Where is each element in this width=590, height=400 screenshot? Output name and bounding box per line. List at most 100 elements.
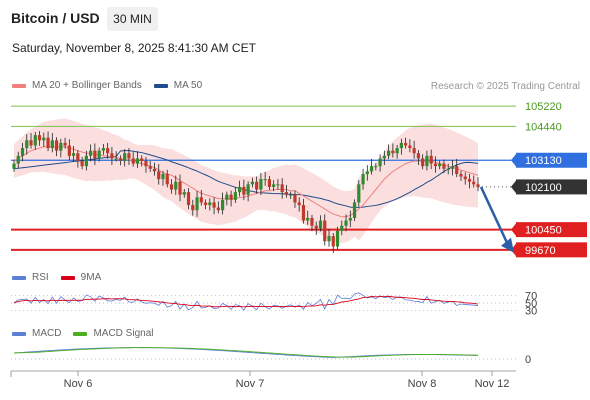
candle bbox=[212, 197, 216, 215]
candle-body bbox=[429, 155, 433, 164]
candle bbox=[433, 156, 438, 173]
candle bbox=[369, 158, 374, 175]
candle bbox=[203, 199, 208, 210]
rsi-level-label-70: 70 bbox=[525, 291, 537, 303]
candle-body bbox=[33, 135, 37, 146]
candle bbox=[42, 132, 46, 147]
candle-body bbox=[220, 199, 225, 211]
candle-body bbox=[50, 140, 54, 149]
candle bbox=[84, 150, 88, 171]
candle-body bbox=[272, 184, 276, 187]
candle-body bbox=[80, 161, 84, 167]
forecast-arrow-shaft bbox=[479, 186, 509, 244]
candle-body bbox=[42, 137, 46, 141]
candle bbox=[340, 220, 344, 236]
candle-body bbox=[199, 197, 203, 203]
timestamp: Saturday, November 8, 2025 8:41:30 AM CE… bbox=[12, 41, 256, 55]
candle-body bbox=[101, 148, 105, 151]
candle-body bbox=[378, 158, 382, 167]
level-label-99670: 99670 bbox=[525, 245, 556, 257]
candle bbox=[37, 130, 42, 146]
candle bbox=[182, 188, 186, 198]
level-tag-102100 bbox=[516, 179, 587, 195]
candle bbox=[225, 191, 229, 206]
candle-body bbox=[395, 148, 399, 154]
credit-text: Research © 2025 Trading Central bbox=[430, 81, 580, 92]
candle bbox=[144, 156, 148, 173]
candle-body bbox=[306, 217, 310, 221]
candle bbox=[412, 140, 416, 159]
candle-body bbox=[54, 140, 59, 151]
timeframe-selector[interactable]: 30 MIN bbox=[107, 7, 158, 31]
candle bbox=[306, 210, 310, 225]
legend-item-macd: MACD bbox=[12, 328, 61, 339]
candle bbox=[76, 150, 80, 168]
candle-body bbox=[463, 176, 467, 180]
candle bbox=[314, 221, 318, 235]
candle-body bbox=[331, 236, 335, 247]
candle-body bbox=[67, 145, 71, 156]
rsi-level-label-50: 50 bbox=[525, 298, 537, 310]
candle-body bbox=[361, 173, 365, 185]
candle-body bbox=[195, 197, 199, 211]
candle-body bbox=[46, 137, 50, 149]
candle bbox=[323, 214, 327, 246]
candle bbox=[263, 171, 267, 186]
x-tick-label: Nov 8 bbox=[408, 378, 437, 390]
ma50-line bbox=[13, 150, 479, 208]
level-tag-103130 bbox=[516, 152, 587, 168]
macd-level-label-0: 0 bbox=[525, 354, 531, 366]
candle bbox=[123, 149, 127, 167]
candle-body bbox=[12, 163, 16, 169]
candle bbox=[425, 150, 429, 171]
candle bbox=[220, 192, 225, 215]
candle-body bbox=[446, 168, 450, 170]
candle bbox=[54, 137, 59, 157]
candle bbox=[165, 169, 169, 188]
candle bbox=[140, 155, 144, 167]
candle bbox=[50, 133, 54, 153]
legend-label-rsi: RSI bbox=[32, 272, 49, 283]
candle-body bbox=[63, 142, 67, 146]
price-legend: MA 20 + Bollinger Bands MA 50 bbox=[12, 80, 214, 91]
candle-body bbox=[284, 192, 289, 195]
candle-body bbox=[421, 158, 425, 167]
candle bbox=[416, 150, 421, 166]
candle bbox=[272, 180, 276, 192]
candle bbox=[476, 177, 480, 192]
candle bbox=[421, 154, 425, 170]
candle bbox=[186, 187, 191, 210]
ma20-swatch bbox=[12, 83, 26, 88]
candle bbox=[106, 142, 110, 159]
candle-body bbox=[97, 150, 101, 159]
candle bbox=[33, 132, 37, 150]
candle-body bbox=[123, 153, 127, 162]
candle-body bbox=[438, 163, 442, 167]
candle bbox=[238, 180, 242, 197]
candle bbox=[131, 152, 135, 167]
candle bbox=[67, 139, 71, 161]
candle-body bbox=[203, 202, 208, 206]
candle bbox=[135, 151, 140, 168]
candles bbox=[12, 130, 480, 254]
candle-body bbox=[450, 166, 455, 169]
candle-body bbox=[433, 163, 438, 167]
candle bbox=[327, 228, 331, 247]
level-tag-100450 bbox=[516, 222, 587, 238]
candle-body bbox=[140, 158, 144, 162]
candle bbox=[178, 174, 182, 202]
candle bbox=[242, 179, 246, 201]
candle-body bbox=[425, 155, 429, 167]
candle bbox=[348, 210, 352, 228]
candle-body bbox=[208, 202, 212, 206]
candle bbox=[246, 181, 250, 202]
candle bbox=[233, 186, 237, 203]
candle bbox=[318, 215, 323, 232]
candle-body bbox=[182, 192, 186, 195]
candle-body bbox=[352, 202, 357, 218]
candle bbox=[382, 150, 386, 166]
x-tick-label: Nov 12 bbox=[475, 378, 510, 390]
candle-body bbox=[59, 142, 63, 151]
candle bbox=[80, 156, 84, 170]
